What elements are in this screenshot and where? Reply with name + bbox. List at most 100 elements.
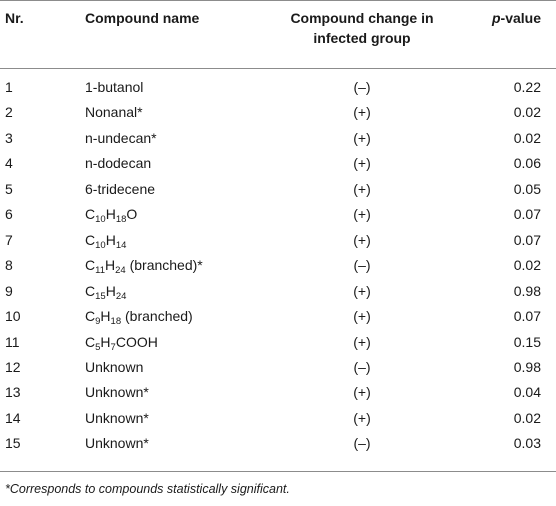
compound-name: 6-tridecene xyxy=(85,180,156,197)
compound-change: (+) xyxy=(353,104,371,121)
header-change-line1: Compound change in xyxy=(290,10,434,26)
row-number: 9 xyxy=(5,282,13,299)
top-rule xyxy=(0,0,556,1)
header-p-italic: p xyxy=(491,10,501,26)
formula-part: C xyxy=(85,206,96,223)
compound-name: Unknown xyxy=(85,358,144,375)
formula-part: H xyxy=(105,282,116,299)
formula-part: (branched)* xyxy=(125,257,203,274)
header-nr: Nr. xyxy=(5,10,24,26)
compound-change: (+) xyxy=(353,129,371,146)
compound-name: n-dodecan xyxy=(85,155,152,172)
formula-subscript: 10 xyxy=(95,214,106,226)
formula-part: C xyxy=(85,257,96,274)
p-value: 0.02 xyxy=(513,257,541,274)
table-row: 12 Unknown (–) 0.98 xyxy=(0,357,556,382)
compound-name: C5H7COOH xyxy=(85,332,158,352)
formula-part: (branched) xyxy=(121,308,193,325)
formula-subscript: 18 xyxy=(110,316,122,328)
compound-name: C10H14 xyxy=(85,230,126,250)
table-row: 4 n-dodecan (+) 0.06 xyxy=(0,153,556,178)
formula-subscript: 5 xyxy=(95,341,101,353)
p-value: 0.02 xyxy=(513,104,541,121)
formula-part: H xyxy=(105,231,116,248)
compound-name: n-undecan* xyxy=(85,129,157,146)
compound-change: (+) xyxy=(353,384,371,401)
formula-subscript: 24 xyxy=(115,290,127,302)
formula-subscript: 24 xyxy=(115,265,126,277)
formula-part: C xyxy=(85,333,96,350)
p-value: 0.02 xyxy=(513,129,541,146)
p-value: 0.98 xyxy=(513,282,541,299)
compound-change: (+) xyxy=(353,409,371,426)
formula-part: C xyxy=(85,308,96,325)
table-row: 8 C11H24 (branched)* (–) 0.02 xyxy=(0,255,556,280)
p-value: 0.03 xyxy=(513,435,541,452)
formula-subscript: 7 xyxy=(110,341,116,353)
compound-name: C11H24 (branched)* xyxy=(85,255,203,275)
p-value: 0.15 xyxy=(513,333,541,350)
p-value: 0.07 xyxy=(513,231,541,248)
formula-subscript: 11 xyxy=(95,265,105,277)
table-row: 15 Unknown* (–) 0.03 xyxy=(0,433,556,458)
bottom-rule xyxy=(0,471,556,472)
formula-subscript: 9 xyxy=(95,316,101,328)
compound-name: C15H24 xyxy=(85,281,126,301)
compound-name: C9H18 (branched) xyxy=(85,306,193,326)
row-number: 12 xyxy=(5,358,21,375)
header-change-line2: infected group xyxy=(313,30,411,46)
formula-part: C xyxy=(85,231,96,248)
formula-part: COOH xyxy=(115,333,158,350)
table-row: 10 C9H18 (branched) (+) 0.07 xyxy=(0,306,556,331)
row-number: 1 xyxy=(5,79,13,95)
formula-subscript: 15 xyxy=(95,290,106,302)
compound-change: (–) xyxy=(353,79,371,95)
compound-change: (–) xyxy=(353,435,371,452)
header-p-value: p-value xyxy=(492,8,541,28)
compound-change: (+) xyxy=(353,282,371,299)
row-number: 2 xyxy=(5,104,13,121)
table-row: 11 C5H7COOH (+) 0.15 xyxy=(0,332,556,357)
row-number: 15 xyxy=(5,435,21,452)
header-compound-change: Compound change in infected group xyxy=(262,8,462,48)
p-value: 0.05 xyxy=(513,180,541,197)
table-row: 1 1-butanol (–) 0.22 xyxy=(0,77,556,102)
formula-subscript: 10 xyxy=(95,239,106,251)
p-value: 0.02 xyxy=(513,409,541,426)
table-row: 3 n-undecan* (+) 0.02 xyxy=(0,128,556,153)
row-number: 5 xyxy=(5,180,13,197)
compound-name: Unknown* xyxy=(85,409,149,426)
p-value: 0.04 xyxy=(513,384,541,401)
compound-change: (+) xyxy=(353,231,371,248)
table-row: 7 C10H14 (+) 0.07 xyxy=(0,230,556,255)
compound-name: Unknown* xyxy=(85,435,149,452)
table-row: 5 6-tridecene (+) 0.05 xyxy=(0,179,556,204)
compound-name: 1-butanol xyxy=(85,79,144,95)
formula-part: H xyxy=(100,308,111,325)
header-p-rest: -value xyxy=(500,10,541,26)
compound-change: (+) xyxy=(353,333,371,350)
table-row: 14 Unknown* (+) 0.02 xyxy=(0,408,556,433)
p-value: 0.07 xyxy=(513,308,541,325)
row-number: 7 xyxy=(5,231,13,248)
formula-part: H xyxy=(105,206,116,223)
p-value: 0.98 xyxy=(513,358,541,375)
compound-change: (+) xyxy=(353,155,371,172)
footnote: *Corresponds to compounds statistically … xyxy=(5,482,290,496)
row-number: 10 xyxy=(5,308,21,325)
row-number: 8 xyxy=(5,257,13,274)
compound-change: (–) xyxy=(353,257,371,274)
row-number: 13 xyxy=(5,384,21,401)
formula-subscript: 18 xyxy=(115,214,127,226)
header-rule xyxy=(0,68,556,69)
p-value: 0.07 xyxy=(513,206,541,223)
compound-change: (+) xyxy=(353,308,371,325)
row-number: 11 xyxy=(5,333,20,350)
row-number: 3 xyxy=(5,129,13,146)
row-number: 6 xyxy=(5,206,13,223)
compound-change: (+) xyxy=(353,180,371,197)
compound-name: Unknown* xyxy=(85,384,149,401)
compound-name: Nonanal* xyxy=(85,104,143,121)
row-number: 4 xyxy=(5,155,13,172)
formula-part: H xyxy=(105,257,116,274)
